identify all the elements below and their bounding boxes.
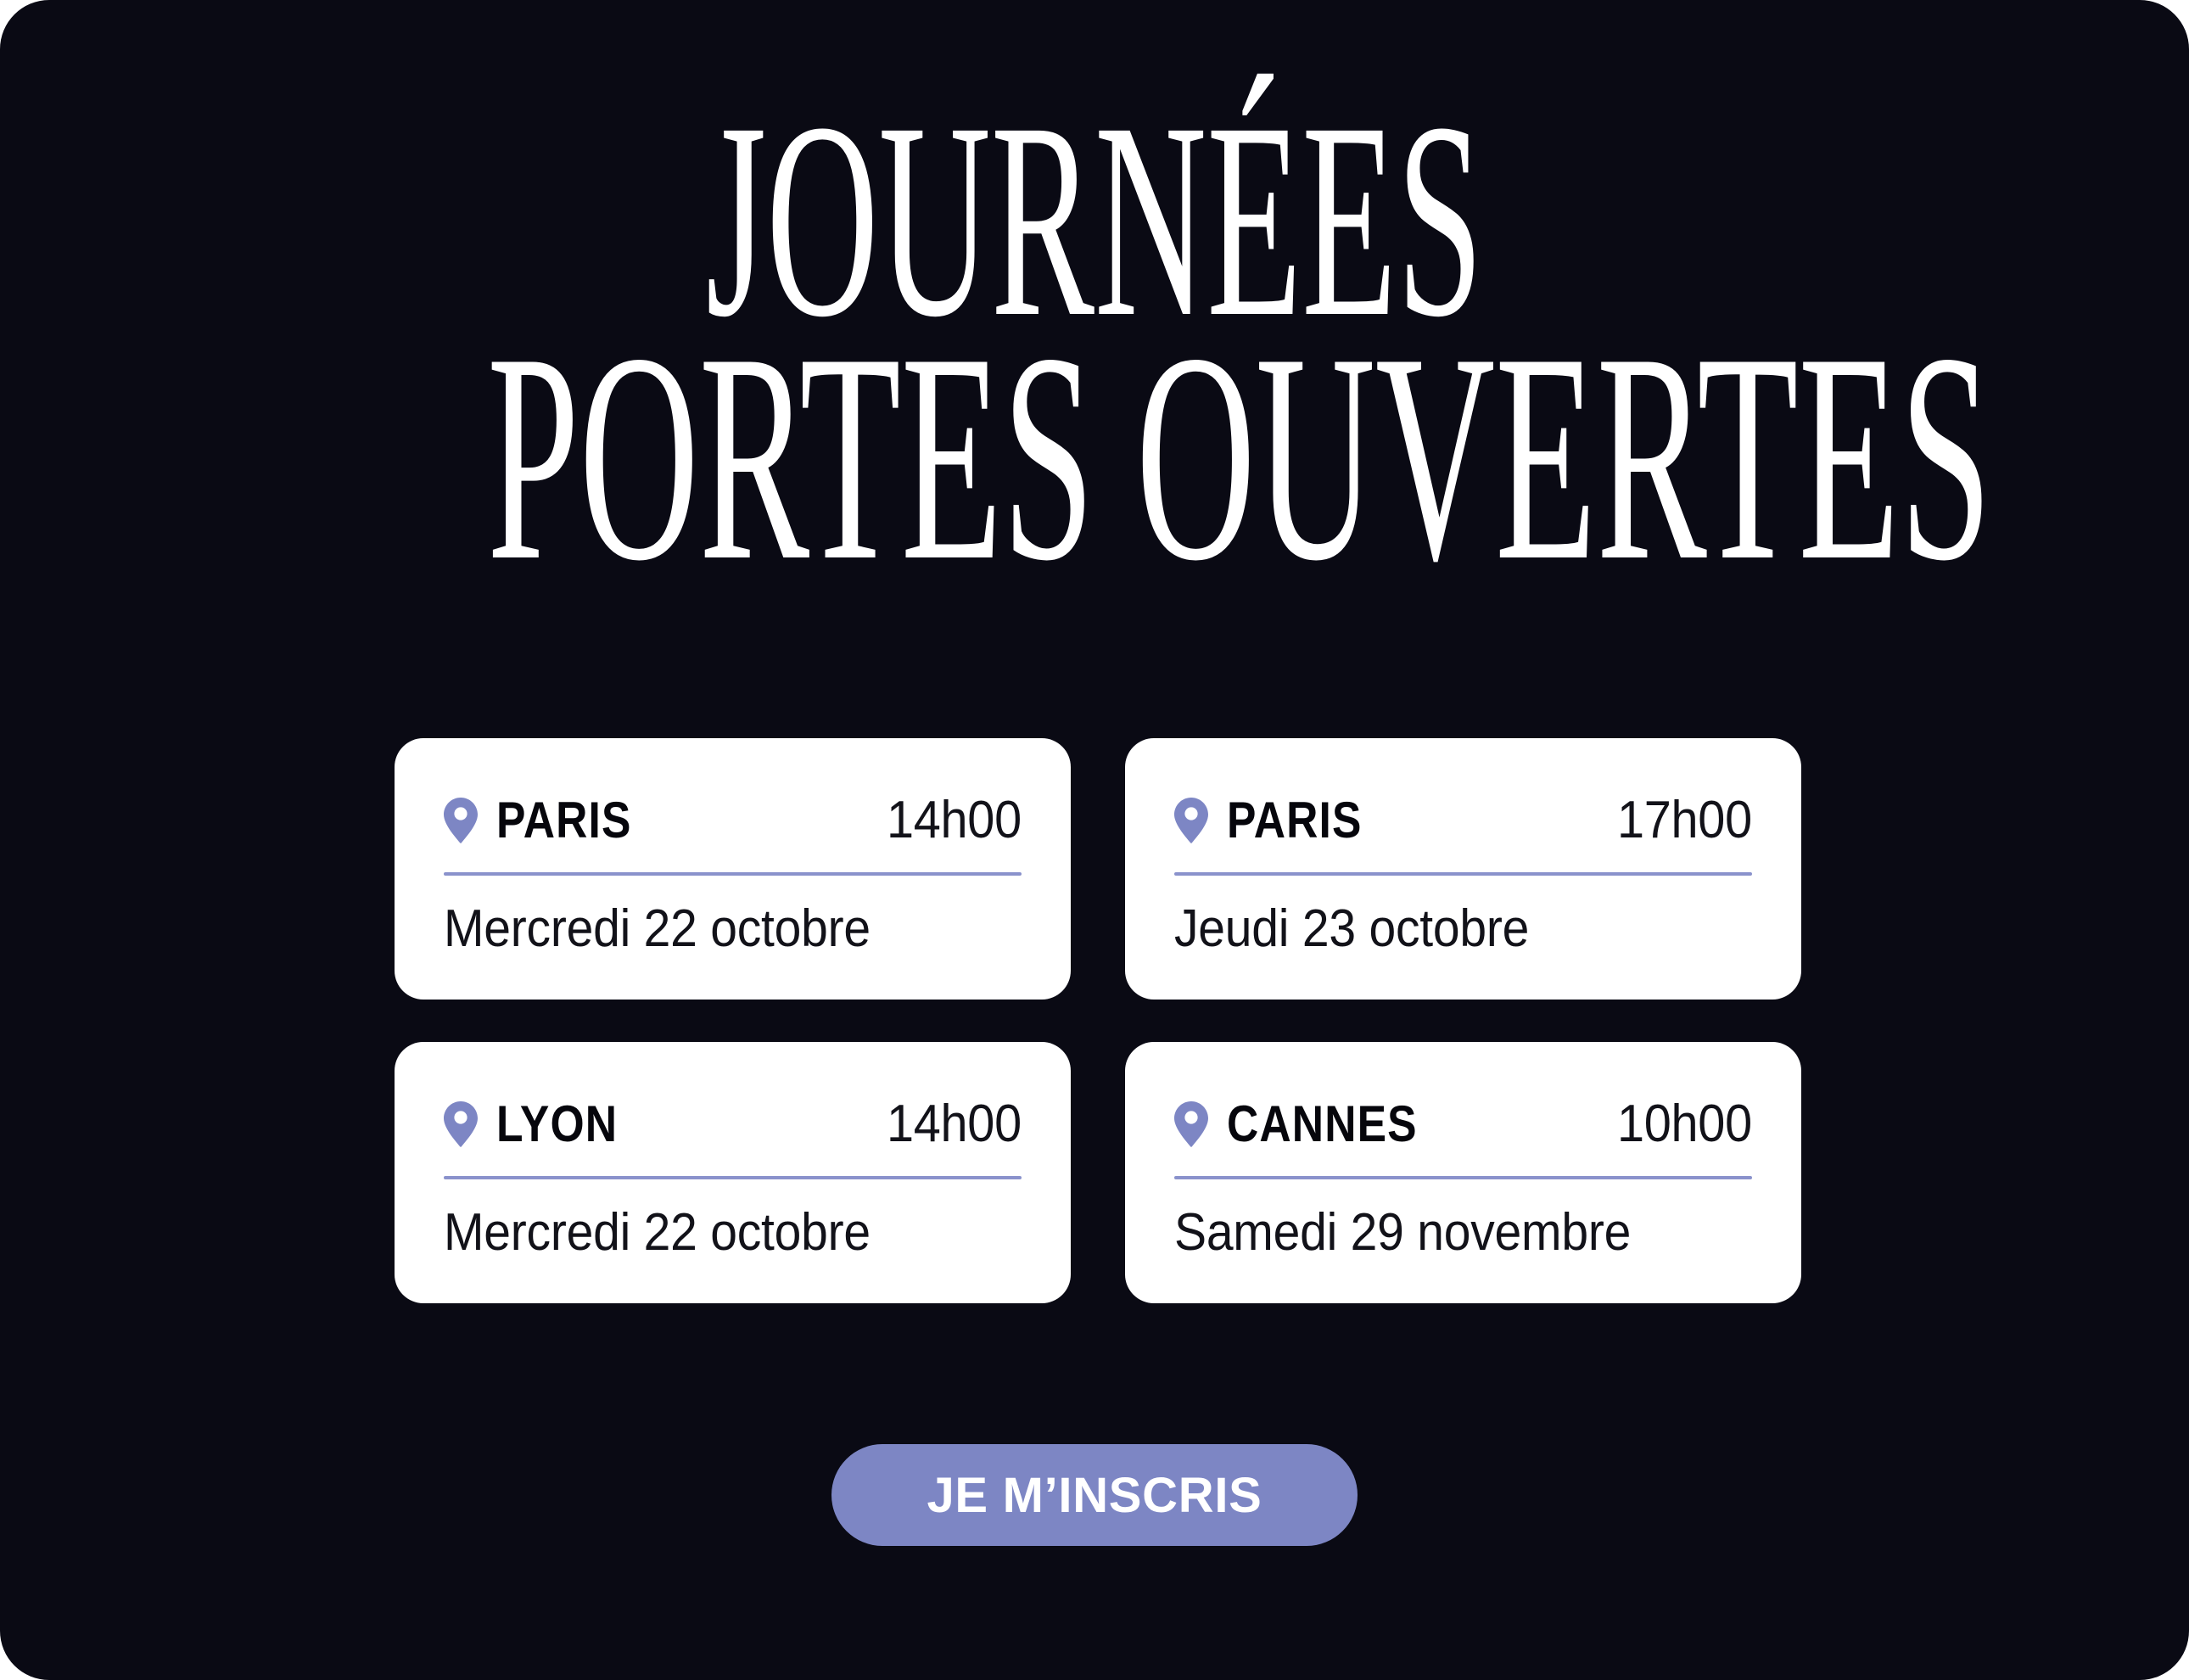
register-button[interactable]: JE M’INSCRIS — [831, 1444, 1358, 1546]
session-time: 10h00 — [1617, 1095, 1752, 1153]
session-card-header: PARIS 17h00 — [1174, 787, 1752, 854]
session-card-header: LYON 14h00 — [444, 1091, 1022, 1157]
page-title: JOURNÉES PORTES OUVERTES — [0, 65, 2189, 623]
card-divider — [1174, 872, 1752, 876]
session-city: CANNES — [1227, 1095, 1418, 1152]
map-pin-icon — [444, 798, 478, 843]
session-city: PARIS — [1227, 792, 1363, 848]
session-date: Mercredi 22 octobre — [444, 1203, 871, 1262]
map-pin-icon — [444, 1101, 478, 1147]
session-date: Jeudi 23 octobre — [1174, 899, 1530, 958]
session-card[interactable]: LYON 14h00 Mercredi 22 octobre — [395, 1042, 1071, 1303]
session-card[interactable]: PARIS 14h00 Mercredi 22 octobre — [395, 738, 1071, 1000]
cta-container: JE M’INSCRIS — [0, 1444, 2189, 1546]
session-card-header: PARIS 14h00 — [444, 787, 1022, 854]
session-city: PARIS — [496, 792, 632, 848]
page-title-line-2: PORTES OUVERTES — [487, 291, 1992, 623]
map-pin-icon — [1174, 798, 1208, 843]
session-time: 14h00 — [887, 1095, 1022, 1153]
session-card-grid: PARIS 14h00 Mercredi 22 octobre PARIS 17… — [395, 738, 1801, 1303]
card-divider — [444, 872, 1022, 876]
card-divider — [444, 1176, 1022, 1179]
session-card-header: CANNES 10h00 — [1174, 1091, 1752, 1157]
session-time: 17h00 — [1617, 791, 1752, 849]
card-divider — [1174, 1176, 1752, 1179]
session-card[interactable]: CANNES 10h00 Samedi 29 novembre — [1125, 1042, 1801, 1303]
map-pin-icon — [1174, 1101, 1208, 1147]
session-date: Mercredi 22 octobre — [444, 899, 871, 958]
session-date: Samedi 29 novembre — [1174, 1203, 1632, 1262]
session-card[interactable]: PARIS 17h00 Jeudi 23 octobre — [1125, 738, 1801, 1000]
session-city: LYON — [496, 1095, 619, 1152]
session-time: 14h00 — [887, 791, 1022, 849]
page-title-line-1: JOURNÉES — [705, 65, 1484, 375]
